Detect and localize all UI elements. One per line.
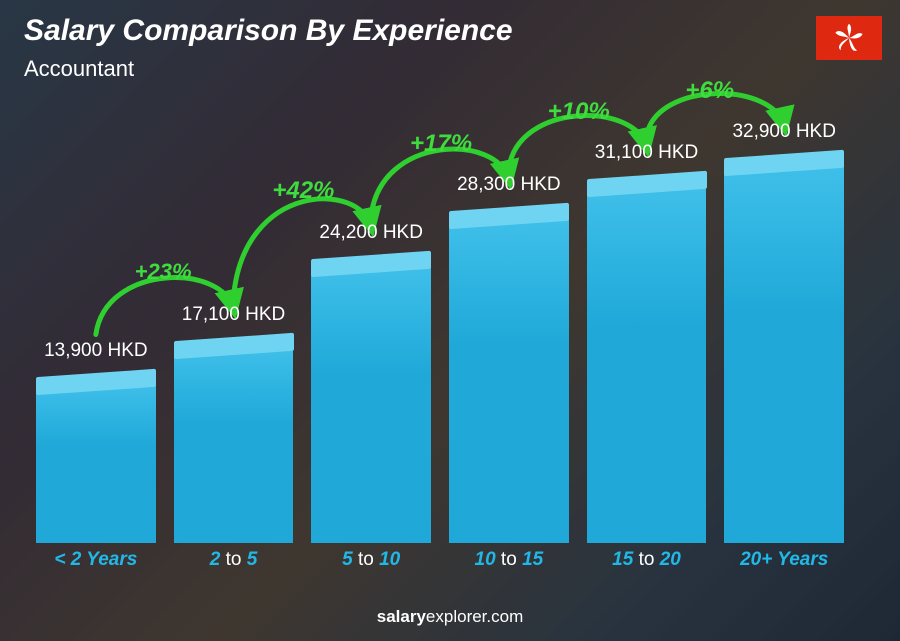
bar-top-face <box>724 150 844 176</box>
footer-brand-bold: salary <box>377 607 426 626</box>
bar-value-label: 24,200 HKD <box>319 222 423 244</box>
bar-value-label: 28,300 HKD <box>457 174 561 196</box>
chart-title: Salary Comparison By Experience <box>24 14 513 48</box>
x-axis-label: 10 to 15 <box>449 549 569 571</box>
bar-slot: 28,300 HKD <box>449 174 569 543</box>
bar-slot: 31,100 HKD <box>587 142 707 543</box>
bar <box>587 184 707 543</box>
chart-area: 13,900 HKD 17,100 HKD 24,200 HKD 28,300 HKD… <box>30 90 850 571</box>
x-axis-label: 5 to 10 <box>311 549 431 571</box>
footer-brand-rest: explorer.com <box>426 607 523 626</box>
delta-label: +17% <box>410 130 472 158</box>
delta-label: +23% <box>135 259 192 285</box>
x-axis-label: 20+ Years <box>724 549 844 571</box>
bar-value-label: 17,100 HKD <box>182 304 286 326</box>
bar <box>311 264 431 544</box>
bar-top-face <box>311 250 431 276</box>
delta-label: +10% <box>548 98 610 126</box>
bar <box>449 216 569 543</box>
bar-value-label: 13,900 HKD <box>44 340 148 362</box>
x-axis-label: < 2 Years <box>36 549 156 571</box>
bar-value-label: 31,100 HKD <box>595 142 699 164</box>
x-axis-label: 15 to 20 <box>587 549 707 571</box>
bar-slot: 17,100 HKD <box>174 304 294 544</box>
hong-kong-flag-icon <box>816 16 882 60</box>
x-axis-labels: < 2 Years 2 to 5 5 to 10 10 to 15 15 to 20 20… <box>30 549 850 571</box>
delta-label: +42% <box>272 177 334 205</box>
bar-top-face <box>36 369 156 395</box>
footer-brand: salaryexplorer.com <box>0 607 900 627</box>
delta-label: +6% <box>685 77 734 105</box>
bar-top-face <box>174 332 294 358</box>
bar <box>174 346 294 544</box>
bar <box>36 382 156 543</box>
bar-value-label: 32,900 HKD <box>732 121 836 143</box>
chart-canvas: Salary Comparison By Experience Accounta… <box>0 0 900 641</box>
bar-slot: 24,200 HKD <box>311 222 431 544</box>
bar-slot: 32,900 HKD <box>724 121 844 543</box>
bar-top-face <box>587 171 707 197</box>
chart-subtitle: Accountant <box>24 56 134 82</box>
x-axis-label: 2 to 5 <box>174 549 294 571</box>
bar <box>724 163 844 543</box>
bar-slot: 13,900 HKD <box>36 340 156 543</box>
bar-top-face <box>449 203 569 229</box>
bars-container: 13,900 HKD 17,100 HKD 24,200 HKD 28,300 HKD… <box>30 123 850 543</box>
